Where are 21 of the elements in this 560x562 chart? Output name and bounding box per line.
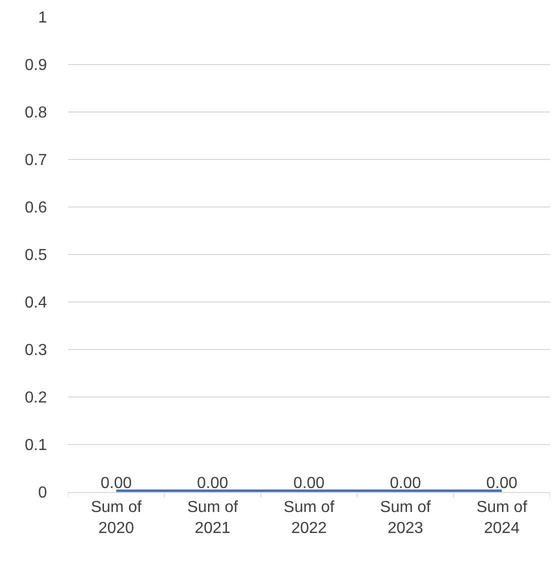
y-tick-label: 0.2 [24,390,48,407]
x-tick-label: Sum of 2020 [90,499,142,537]
data-label: 0.00 [390,475,422,492]
y-tick-label: 0 [38,484,48,502]
data-label: 0.00 [197,475,228,492]
y-tick-label: 0.5 [24,247,48,264]
y-tick-label: 0.6 [24,200,48,217]
y-tick-label: 0.7 [24,152,48,170]
y-tick-label: 0.8 [24,104,48,122]
y-tick-label: 0.4 [24,294,48,312]
data-label: 0.00 [293,475,325,492]
x-tick-label: Sum of 2024 [476,499,528,537]
y-tick-label: 1 [38,10,48,27]
x-tick-label: Sum of 2022 [284,499,335,537]
y-tick-label: 0.9 [24,57,48,74]
y-tick-label: 0.1 [24,437,48,454]
x-tick-label: Sum of 2023 [380,499,432,537]
data-label: 0.00 [100,475,132,492]
x-tick-label: Sum of 2021 [187,499,238,537]
data-label: 0.00 [486,475,518,492]
y-tick-label: 0.3 [24,342,48,360]
